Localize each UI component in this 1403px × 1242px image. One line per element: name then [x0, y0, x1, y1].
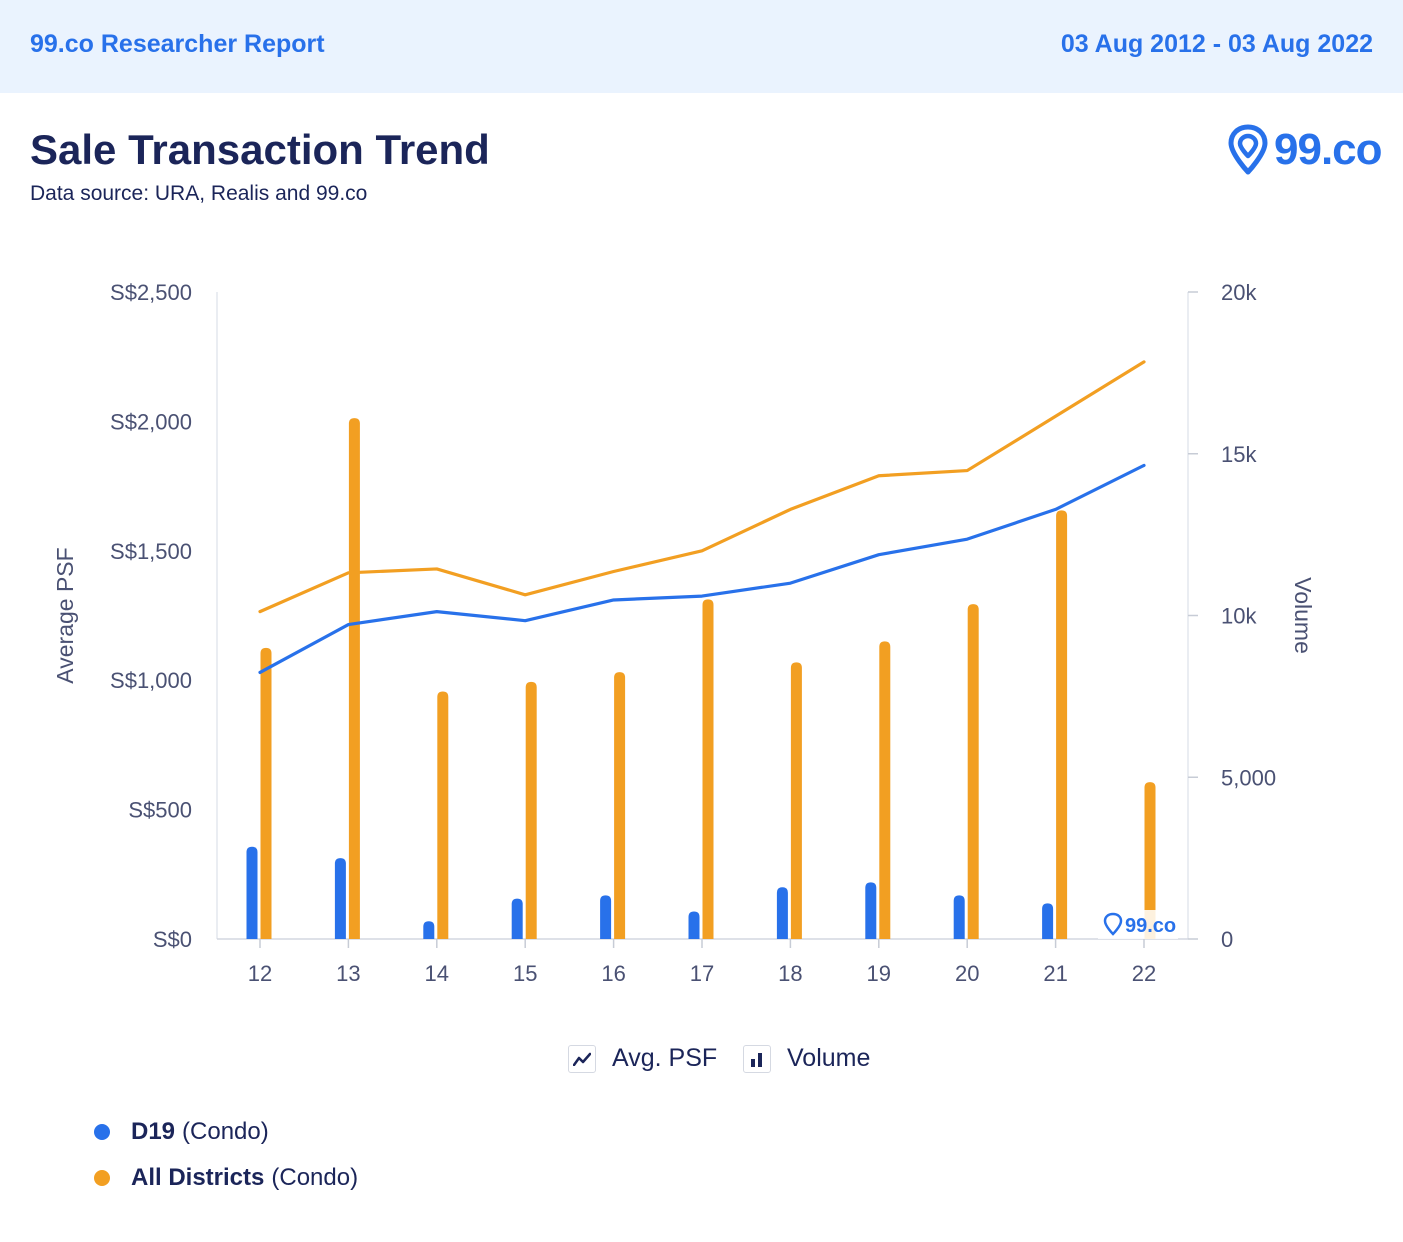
watermark-pin-icon — [1103, 912, 1123, 936]
legend-dot — [94, 1170, 110, 1186]
bar-chart-icon — [743, 1044, 771, 1073]
chart-watermark: 99.co — [1098, 910, 1178, 939]
volume-bar-all-districts — [348, 418, 360, 939]
volume-bar-all-districts — [1144, 782, 1156, 939]
y-tick-label-left: S$1,500 — [110, 539, 192, 564]
volume-bar-d19 — [423, 921, 435, 939]
watermark-text: 99.co — [1125, 915, 1176, 937]
volume-bar-d19 — [600, 895, 612, 939]
legend-series-suffix: (Condo) — [182, 1118, 269, 1145]
legend-toggle-label: Avg. PSF — [612, 1044, 718, 1072]
chart-title: Sale Transaction Trend — [30, 126, 490, 173]
x-tick-label: 12 — [248, 961, 272, 986]
x-tick-label: 17 — [690, 961, 714, 986]
brand-logo: 99.co — [1228, 124, 1383, 176]
location-pin-icon — [1228, 124, 1268, 175]
y-tick-label-right: 0 — [1221, 927, 1233, 952]
volume-bar-all-districts — [1056, 510, 1068, 939]
sale-transaction-chart: S$0 S$500 S$1,000 S$1,500 S$2,000 S$2,500 0 5,0… — [52, 280, 1316, 986]
volume-bar-d19 — [334, 858, 346, 939]
volume-bar-d19 — [246, 846, 258, 939]
volume-bar-d19 — [953, 895, 965, 939]
y-tick-label-left: S$1,000 — [110, 668, 192, 693]
volume-bar-all-districts — [437, 691, 449, 939]
date-range: 03 Aug 2012 - 03 Aug 2022 — [1060, 30, 1373, 58]
legend-series-suffix: (Condo) — [271, 1164, 359, 1191]
legend-series-name: All Districts — [131, 1164, 265, 1191]
report-header-bar: 99.co Researcher Report 03 Aug 2012 - 03… — [0, 0, 1403, 93]
series-legend-all-districts: All Districts (Condo) — [94, 1164, 358, 1192]
x-tick-label: 18 — [778, 961, 802, 986]
x-tick-label: 22 — [1132, 961, 1156, 986]
series-legend-d19: D19 (Condo) — [94, 1118, 269, 1146]
y-tick-label-left: S$500 — [128, 798, 192, 823]
y-tick-label-left: S$2,000 — [110, 409, 192, 434]
y-tick-label-right: 20k — [1221, 280, 1257, 305]
x-tick-label: 21 — [1043, 961, 1067, 986]
legend-toggle-volume[interactable]: Volume — [743, 1044, 870, 1073]
y-tick-label-left: S$2,500 — [110, 280, 192, 305]
volume-bar-d19 — [776, 887, 788, 939]
volume-bar-all-districts — [702, 599, 714, 939]
x-tick-label: 16 — [601, 961, 625, 986]
volume-bar-d19 — [688, 911, 700, 939]
avg-psf-line-d19 — [258, 463, 1146, 675]
volume-bar-d19 — [865, 882, 877, 939]
volume-bar-d19 — [511, 898, 523, 939]
avg-psf-line-all-districts — [258, 360, 1146, 614]
y-tick-label-right: 10k — [1221, 604, 1257, 629]
x-tick-label: 20 — [955, 961, 979, 986]
volume-bar-all-districts — [879, 641, 891, 939]
y-axis-title-left: Average PSF — [52, 547, 78, 683]
legend-dot — [94, 1124, 110, 1140]
volume-bar-all-districts — [525, 681, 537, 939]
chart-subtitle: Data source: URA, Realis and 99.co — [30, 182, 368, 205]
y-axis-title-right: Volume — [1290, 577, 1316, 654]
legend-toggle-label: Volume — [787, 1044, 871, 1072]
x-tick-label: 13 — [336, 961, 360, 986]
x-tick-label: 15 — [513, 961, 537, 986]
y-tick-label-right: 15k — [1221, 442, 1257, 467]
x-tick-label: 19 — [867, 961, 891, 986]
legend-series-name: D19 — [131, 1118, 176, 1145]
volume-bar-all-districts — [260, 647, 272, 939]
x-tick-label: 14 — [425, 961, 449, 986]
y-tick-label-right: 5,000 — [1221, 765, 1276, 790]
volume-bar-all-districts — [614, 672, 626, 939]
volume-bar-all-districts — [967, 604, 979, 939]
brand-text: 99.co — [1274, 125, 1383, 174]
legend-toggle-avg-psf[interactable]: Avg. PSF — [568, 1044, 717, 1073]
report-name: 99.co Researcher Report — [30, 30, 325, 58]
line-chart-icon — [568, 1044, 596, 1073]
volume-bar-d19 — [1042, 903, 1054, 939]
volume-bar-all-districts — [790, 662, 802, 939]
y-tick-label-left: S$0 — [153, 927, 192, 952]
